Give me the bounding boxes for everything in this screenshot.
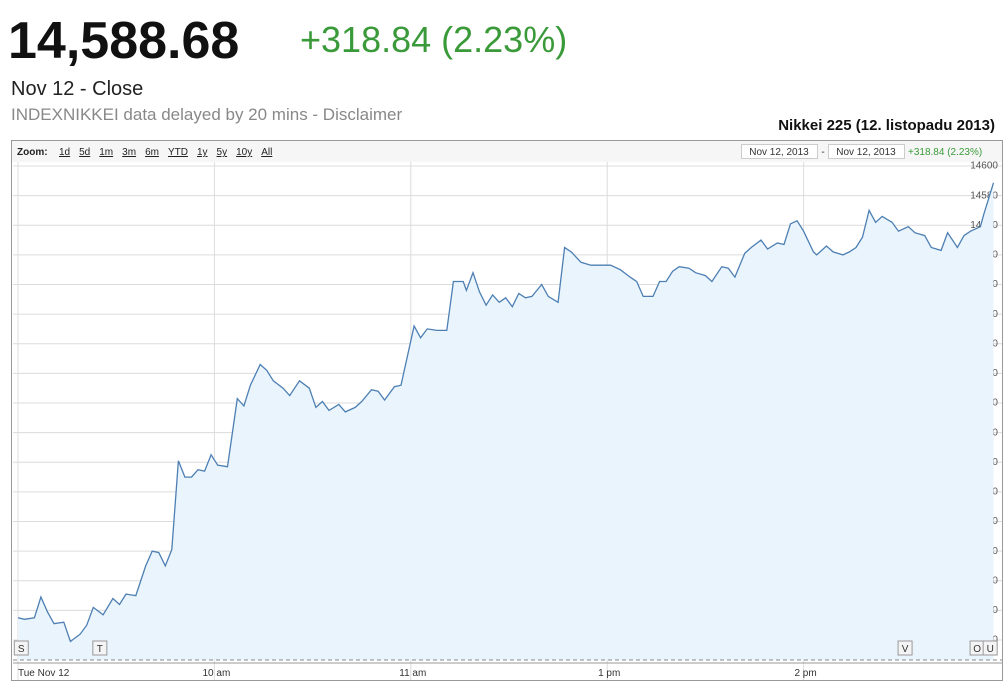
y-tick-label: 14580 [970,190,998,201]
disclaimer: INDEXNIKKEI data delayed by 20 mins - Di… [11,105,402,124]
zoom-option[interactable]: 1d [59,147,70,158]
zoom-option[interactable]: 10y [236,147,252,158]
range-change: +318.84 (2.23%) [908,147,982,158]
range-separator: - [821,147,824,158]
zoom-label: Zoom: [17,147,48,158]
range-start-box[interactable] [741,144,818,159]
x-tick-label: 1 pm [598,668,620,679]
zoom-option[interactable]: 1y [197,147,208,158]
zoom-option[interactable]: 3m [122,147,136,158]
zoom-option[interactable]: 5y [217,147,228,158]
area [18,182,994,661]
event-flag[interactable] [982,640,998,656]
x-tick-label: 2 pm [794,668,816,679]
zoom-option[interactable]: All [261,147,272,158]
event-flag[interactable] [92,640,108,656]
range-start: Nov 12, 2013 [749,147,809,158]
event-flag-label: O [973,644,981,655]
zoom-option[interactable]: 5d [79,147,90,158]
line [17,182,995,643]
range-end-box[interactable] [828,144,905,159]
event-flag-label: S [18,644,25,655]
x-tick-label: 11 am [399,668,426,679]
zoom-options: 1d 5d 1m 3m 6m YTD 1y 5y 10y All [59,147,272,158]
zoom-option[interactable]: 6m [145,147,159,158]
event-flag[interactable] [897,640,913,656]
price-change: +318.84 (2.23%) [300,19,567,60]
range-end: Nov 12, 2013 [836,147,896,158]
x-tick-label: Tue Nov 12 [18,668,70,679]
plot: 1428014300143201434014360143801440014420… [13,161,1002,680]
event-flag-label: V [902,644,909,655]
y-tick-label: 14600 [970,161,998,172]
price: 14,588.68 [8,12,239,70]
status: Nov 12 - Close [11,78,143,100]
event-flag-label: U [987,644,994,655]
x-tick-label: 10 am [203,668,231,679]
zoom-option[interactable]: YTD [168,147,188,158]
zoom-option[interactable]: 1m [99,147,113,158]
chart-title: Nikkei 225 (12. listopadu 2013) [778,117,995,134]
event-flag-label: T [97,644,103,655]
event-flag[interactable] [13,640,29,656]
